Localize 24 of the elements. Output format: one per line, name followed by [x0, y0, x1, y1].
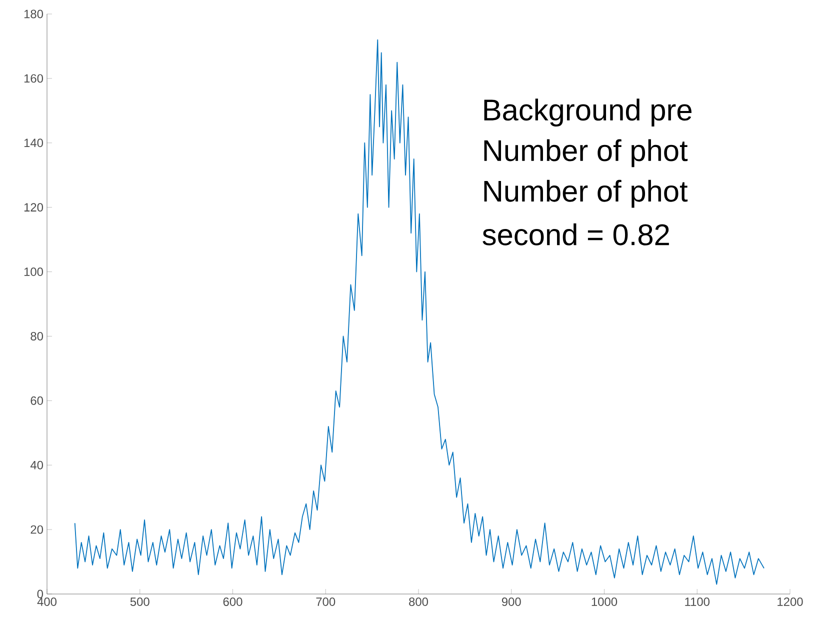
annotation: Number of phot	[484, 180, 688, 208]
y-tick-label: 0	[37, 590, 44, 598]
y-tick-label: 100	[24, 268, 44, 276]
x-tick-label: 900	[502, 598, 521, 606]
annotation: Number of phot	[484, 139, 688, 168]
y-tick-label: 160	[24, 74, 44, 83]
x-tick-label: 1000	[592, 598, 618, 606]
x-tick-label: 400	[37, 598, 57, 606]
x-tick-label: 1100	[685, 598, 710, 606]
y-tick-label: 20	[30, 525, 44, 534]
y-tick-label: 120	[24, 203, 44, 212]
annotation: second = 0.82	[482, 223, 669, 246]
annotation: Background pre	[484, 98, 692, 127]
y-tick-label: 180	[24, 10, 44, 18]
x-tick-label: 800	[409, 598, 428, 606]
x-tick-label: 600	[223, 598, 242, 606]
x-tick-label: 700	[316, 598, 336, 606]
x-tick-label: 1200	[778, 598, 803, 606]
line-series	[74, 39, 764, 585]
y-tick-label: 60	[30, 396, 44, 405]
y-tick-label: 140	[24, 138, 44, 148]
x-tick-label: 500	[130, 598, 150, 606]
y-tick-label: 40	[30, 460, 44, 470]
y-tick-label: 80	[30, 332, 44, 340]
